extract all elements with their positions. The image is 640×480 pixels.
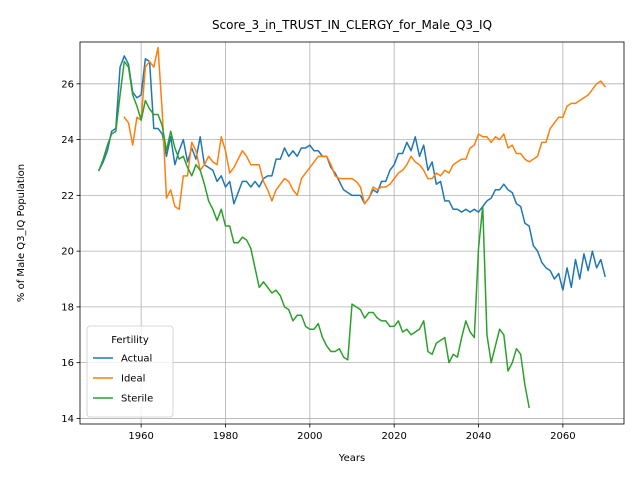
x-tick-label: 1980 bbox=[213, 431, 238, 442]
x-axis-label: Years bbox=[338, 453, 365, 464]
y-tick-label: 22 bbox=[61, 191, 74, 202]
legend: Fertility Actual Ideal Sterile bbox=[86, 325, 174, 418]
legend-label-ideal: Ideal bbox=[121, 374, 145, 385]
y-tick-label: 26 bbox=[61, 79, 74, 90]
x-tick-label: 2020 bbox=[381, 431, 406, 442]
x-tick-label: 2040 bbox=[466, 431, 491, 442]
series-line-ideal bbox=[123, 46, 607, 211]
series-line-actual bbox=[97, 55, 606, 291]
y-tick-label: 20 bbox=[61, 247, 74, 258]
legend-label-actual: Actual bbox=[121, 354, 152, 365]
chart-title: Score_3_in_TRUST_IN_CLERGY_for_Male_Q3_I… bbox=[212, 18, 492, 32]
series-line-sterile bbox=[98, 60, 530, 409]
legend-box bbox=[86, 325, 174, 418]
x-tick-label: 2000 bbox=[297, 431, 322, 442]
series-lines bbox=[97, 46, 607, 409]
y-tick-label: 24 bbox=[61, 135, 74, 146]
legend-title: Fertility bbox=[111, 335, 149, 346]
x-tick-label: 1960 bbox=[128, 431, 153, 442]
y-tick-label: 18 bbox=[61, 302, 74, 313]
legend-entries: Actual Ideal Sterile bbox=[93, 354, 153, 405]
legend-label-sterile: Sterile bbox=[121, 394, 153, 405]
y-tick-label: 16 bbox=[61, 358, 74, 369]
x-tick-label: 2060 bbox=[550, 431, 575, 442]
axis-ticks: 1960 1980 2000 2020 2040 2060 14 16 18 20 22 24 26 bbox=[61, 79, 575, 442]
y-tick-label: 14 bbox=[61, 414, 74, 425]
plot-frame bbox=[79, 41, 625, 425]
y-axis-label: % of Male Q3_IQ Population bbox=[16, 164, 27, 302]
